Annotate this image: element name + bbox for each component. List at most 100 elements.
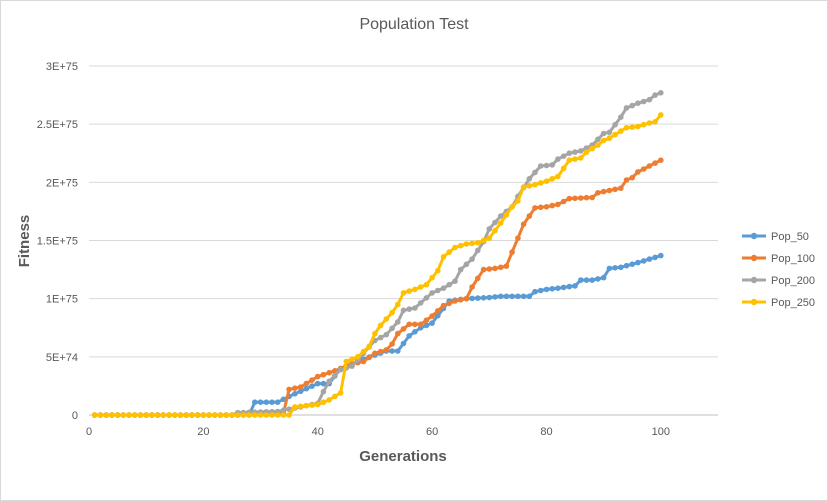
data-point: [366, 354, 373, 361]
data-point: [303, 385, 310, 392]
data-point: [177, 412, 184, 418]
data-point: [326, 378, 333, 385]
data-point: [349, 363, 355, 369]
data-point: [515, 293, 521, 300]
data-point: [623, 262, 630, 269]
data-point: [292, 391, 298, 397]
data-point: [629, 174, 635, 181]
y-tick-label: 3E+75: [46, 61, 78, 73]
data-point: [446, 300, 453, 307]
data-point: [618, 264, 624, 271]
data-point: [206, 412, 212, 418]
data-point: [360, 358, 367, 365]
data-point: [520, 184, 527, 190]
data-point: [280, 396, 287, 403]
data-point: [583, 194, 590, 201]
data-point: [355, 354, 361, 360]
data-point: [320, 380, 327, 387]
data-point: [503, 263, 510, 269]
data-point: [263, 399, 270, 406]
data-point: [469, 295, 475, 302]
data-point: [640, 121, 647, 128]
data-point: [406, 321, 413, 328]
data-point: [137, 412, 144, 418]
legend: Pop_50 Pop_100 Pop_200 Pop_250: [742, 231, 815, 309]
data-point: [423, 281, 430, 288]
data-point: [532, 205, 538, 211]
data-point: [417, 284, 424, 290]
data-point: [549, 162, 555, 168]
data-point: [395, 348, 401, 354]
data-point: [326, 369, 333, 376]
data-point: [234, 412, 241, 418]
data-point: [343, 358, 350, 365]
data-point: [412, 286, 418, 293]
data-point: [269, 399, 275, 406]
data-point: [309, 383, 315, 389]
data-point: [412, 329, 418, 335]
data-point: [623, 105, 630, 111]
data-point: [612, 121, 618, 128]
data-point: [635, 169, 641, 175]
data-point: [143, 412, 149, 418]
data-point: [457, 242, 464, 249]
data-point: [589, 194, 595, 201]
data-point: [406, 288, 413, 294]
data-point: [314, 373, 321, 380]
data-point: [560, 153, 567, 159]
data-point: [600, 274, 607, 281]
data-point: [572, 283, 578, 289]
data-point: [269, 412, 275, 418]
data-point: [537, 204, 544, 211]
data-point: [469, 240, 475, 247]
data-point: [640, 166, 647, 172]
data-point: [646, 96, 653, 103]
data-point: [532, 288, 538, 295]
data-point: [589, 145, 595, 152]
data-point: [149, 412, 155, 418]
x-tick-label: 100: [652, 426, 670, 438]
data-point: [103, 412, 109, 418]
data-point: [492, 265, 498, 272]
data-point: [492, 294, 498, 300]
data-point: [583, 149, 590, 155]
data-point: [618, 128, 624, 134]
data-point: [629, 102, 635, 109]
data-point: [606, 129, 613, 136]
data-point: [429, 290, 435, 296]
data-point: [435, 312, 441, 319]
data-point: [560, 198, 567, 205]
data-point: [303, 402, 310, 409]
data-point: [309, 377, 315, 383]
data-point: [395, 330, 401, 337]
series-line: [94, 91, 662, 417]
legend-item: Pop_50: [742, 231, 809, 243]
data-point: [612, 265, 618, 271]
data-point: [486, 226, 493, 232]
data-point: [314, 380, 321, 387]
data-point: [543, 286, 550, 293]
data-point: [509, 293, 515, 300]
data-point: [583, 277, 590, 283]
data-point: [520, 293, 527, 300]
data-point: [629, 261, 635, 268]
data-point: [320, 371, 327, 378]
data-point: [555, 285, 561, 292]
data-point: [606, 265, 613, 272]
data-point: [280, 412, 287, 418]
data-point: [297, 403, 304, 410]
data-point: [286, 386, 292, 393]
data-point: [114, 412, 121, 418]
data-point: [646, 163, 653, 169]
data-point: [452, 244, 458, 251]
data-point: [515, 198, 521, 204]
data-point: [658, 157, 664, 163]
data-point: [532, 169, 538, 176]
data-point: [578, 155, 584, 161]
data-point: [120, 412, 127, 418]
data-point: [555, 173, 561, 180]
data-point: [646, 256, 653, 262]
data-point: [492, 219, 498, 226]
data-point: [623, 124, 630, 131]
